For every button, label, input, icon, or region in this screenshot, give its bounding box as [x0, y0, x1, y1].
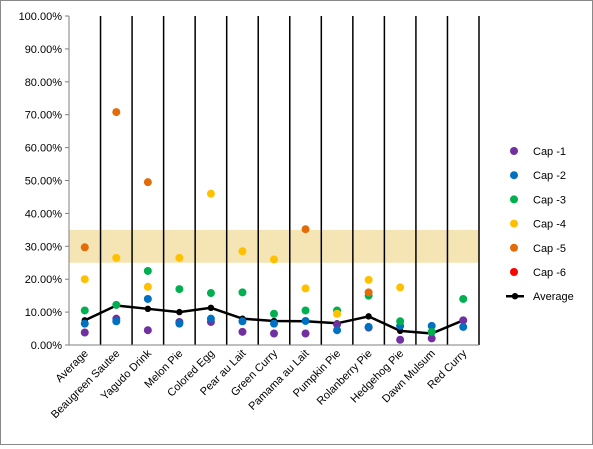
data-point	[301, 225, 310, 234]
data-point	[396, 317, 405, 326]
legend-swatch	[510, 171, 518, 180]
data-point	[333, 309, 342, 318]
legend-label: Cap -5	[533, 243, 566, 255]
data-point	[333, 320, 342, 329]
data-point	[396, 283, 405, 292]
data-point	[238, 317, 247, 326]
data-point	[112, 317, 121, 326]
data-point	[459, 316, 468, 325]
legend-label: Cap -1	[533, 146, 566, 158]
data-point	[427, 321, 436, 330]
data-point	[143, 326, 152, 335]
average-marker	[207, 304, 215, 312]
average-marker	[365, 313, 372, 320]
data-point	[80, 328, 89, 337]
y-tick-label: 40.00%	[25, 208, 63, 220]
legend-swatch	[510, 147, 518, 155]
legend-label: Cap -4	[533, 219, 566, 231]
data-point	[175, 319, 184, 328]
legend-label: Cap -6	[533, 267, 566, 279]
data-point	[80, 243, 89, 252]
y-tick-label: 80.00%	[25, 77, 63, 89]
data-point	[301, 306, 310, 315]
legend-swatch	[510, 268, 518, 276]
data-point	[301, 329, 310, 338]
data-point	[364, 288, 373, 297]
data-point	[238, 327, 247, 336]
axis-layer	[65, 15, 479, 346]
y-tick-label: 100.00%	[19, 11, 63, 23]
data-point	[143, 294, 152, 303]
data-point	[206, 314, 215, 323]
average-marker	[144, 305, 152, 313]
data-point	[175, 253, 184, 262]
data-point	[364, 322, 373, 331]
legend-swatch	[510, 195, 518, 204]
legend-swatch	[510, 219, 518, 228]
data-point	[143, 282, 152, 291]
y-tick-label: 50.00%	[25, 176, 63, 188]
data-point	[112, 300, 121, 309]
data-point	[80, 275, 89, 284]
data-point	[143, 266, 152, 275]
y-tick-label: 60.00%	[25, 143, 63, 155]
legend: Cap -1 Cap -2 Cap -3 Cap -4 Cap -5 Cap -6 Aver…	[506, 146, 574, 303]
data-point-layer	[80, 108, 468, 344]
data-point	[112, 108, 121, 117]
data-point	[427, 334, 436, 343]
data-point	[427, 327, 436, 336]
y-tick-label: 0.00%	[31, 340, 62, 352]
legend-label: Cap -3	[533, 194, 566, 206]
data-point	[206, 289, 215, 298]
y-tick-label: 20.00%	[25, 274, 63, 286]
x-tick-label: Rolanberry Pie	[315, 348, 375, 408]
data-point	[459, 322, 468, 331]
data-point	[270, 329, 278, 338]
data-point	[175, 285, 184, 294]
data-point	[270, 309, 278, 318]
data-point	[80, 306, 89, 315]
y-tick-label: 70.00%	[25, 110, 63, 122]
gridline-layer	[99, 16, 480, 345]
data-point	[238, 247, 247, 256]
y-tick-label: 30.00%	[25, 241, 63, 253]
y-tick-label-layer: 0.00% 10.00% 20.00% 30.00% 40.00% 50.00% 60.00…	[19, 11, 63, 352]
legend-swatch	[510, 243, 518, 252]
data-point	[301, 316, 310, 325]
average-marker	[176, 308, 183, 316]
data-point	[396, 335, 405, 344]
y-tick-label: 90.00%	[25, 44, 63, 56]
data-point	[206, 189, 215, 198]
data-point	[238, 288, 247, 297]
data-point	[301, 284, 310, 293]
data-point	[143, 178, 152, 187]
data-point	[112, 253, 121, 262]
legend-label: Cap -2	[533, 170, 566, 182]
data-point	[333, 326, 342, 335]
data-point	[364, 275, 373, 284]
legend-label: Average	[533, 291, 574, 303]
data-point	[270, 319, 278, 328]
y-tick-label: 10.00%	[25, 307, 63, 319]
data-point	[80, 319, 89, 328]
legend-swatch-marker	[511, 293, 519, 300]
data-point	[459, 294, 468, 303]
data-point	[270, 255, 278, 264]
